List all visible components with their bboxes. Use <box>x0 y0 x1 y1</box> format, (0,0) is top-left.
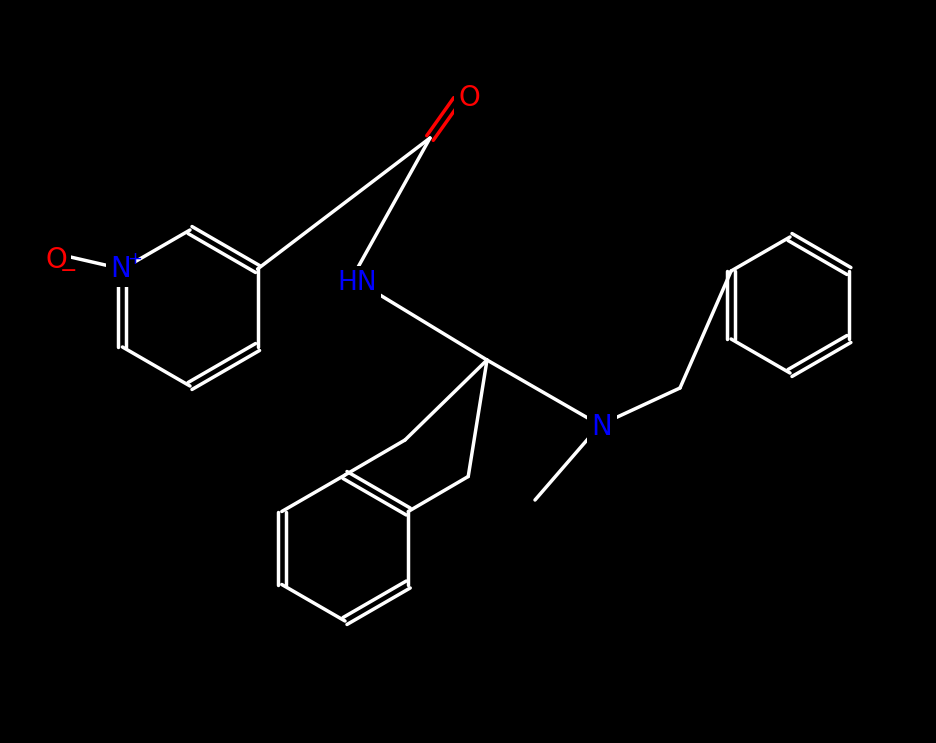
Text: O: O <box>458 84 479 112</box>
Text: +: + <box>126 250 141 268</box>
Text: −: − <box>60 261 77 281</box>
Text: N: N <box>110 255 131 283</box>
Text: HN: HN <box>337 270 376 296</box>
Text: O: O <box>46 246 67 274</box>
Text: N: N <box>591 413 612 441</box>
